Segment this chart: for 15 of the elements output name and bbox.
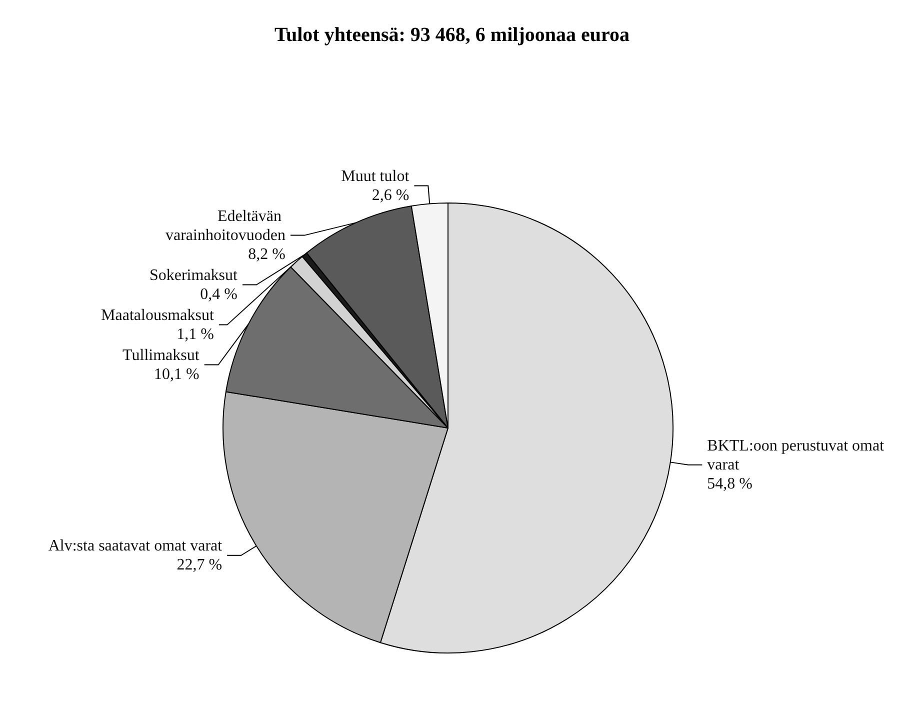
slice-label: Tullimaksut xyxy=(122,346,200,364)
data-label: 10,1 % xyxy=(154,366,200,383)
slice-label: Sokerimaksut xyxy=(149,266,238,284)
slice-label: BKTL:oon perustuvat omat varat xyxy=(707,437,888,474)
slice-label: Edeltävän varainhoitovuoden xyxy=(166,208,286,244)
data-label: 0,4 % xyxy=(200,286,238,303)
slice-label: Maatalousmaksut xyxy=(101,306,214,324)
data-label: 54,8 % xyxy=(707,475,753,492)
data-label: 8,2 % xyxy=(248,246,286,263)
data-label: 1,1 % xyxy=(176,326,214,343)
slice-label: Alv:sta saatavat omat varat xyxy=(48,537,223,554)
chart-title: Tulot yhteensä: 93 468, 6 miljoonaa euroa xyxy=(274,24,630,46)
slice-label: Muut tulot xyxy=(341,168,410,185)
data-label: 22,7 % xyxy=(176,556,222,574)
data-label: 2,6 % xyxy=(372,186,410,204)
